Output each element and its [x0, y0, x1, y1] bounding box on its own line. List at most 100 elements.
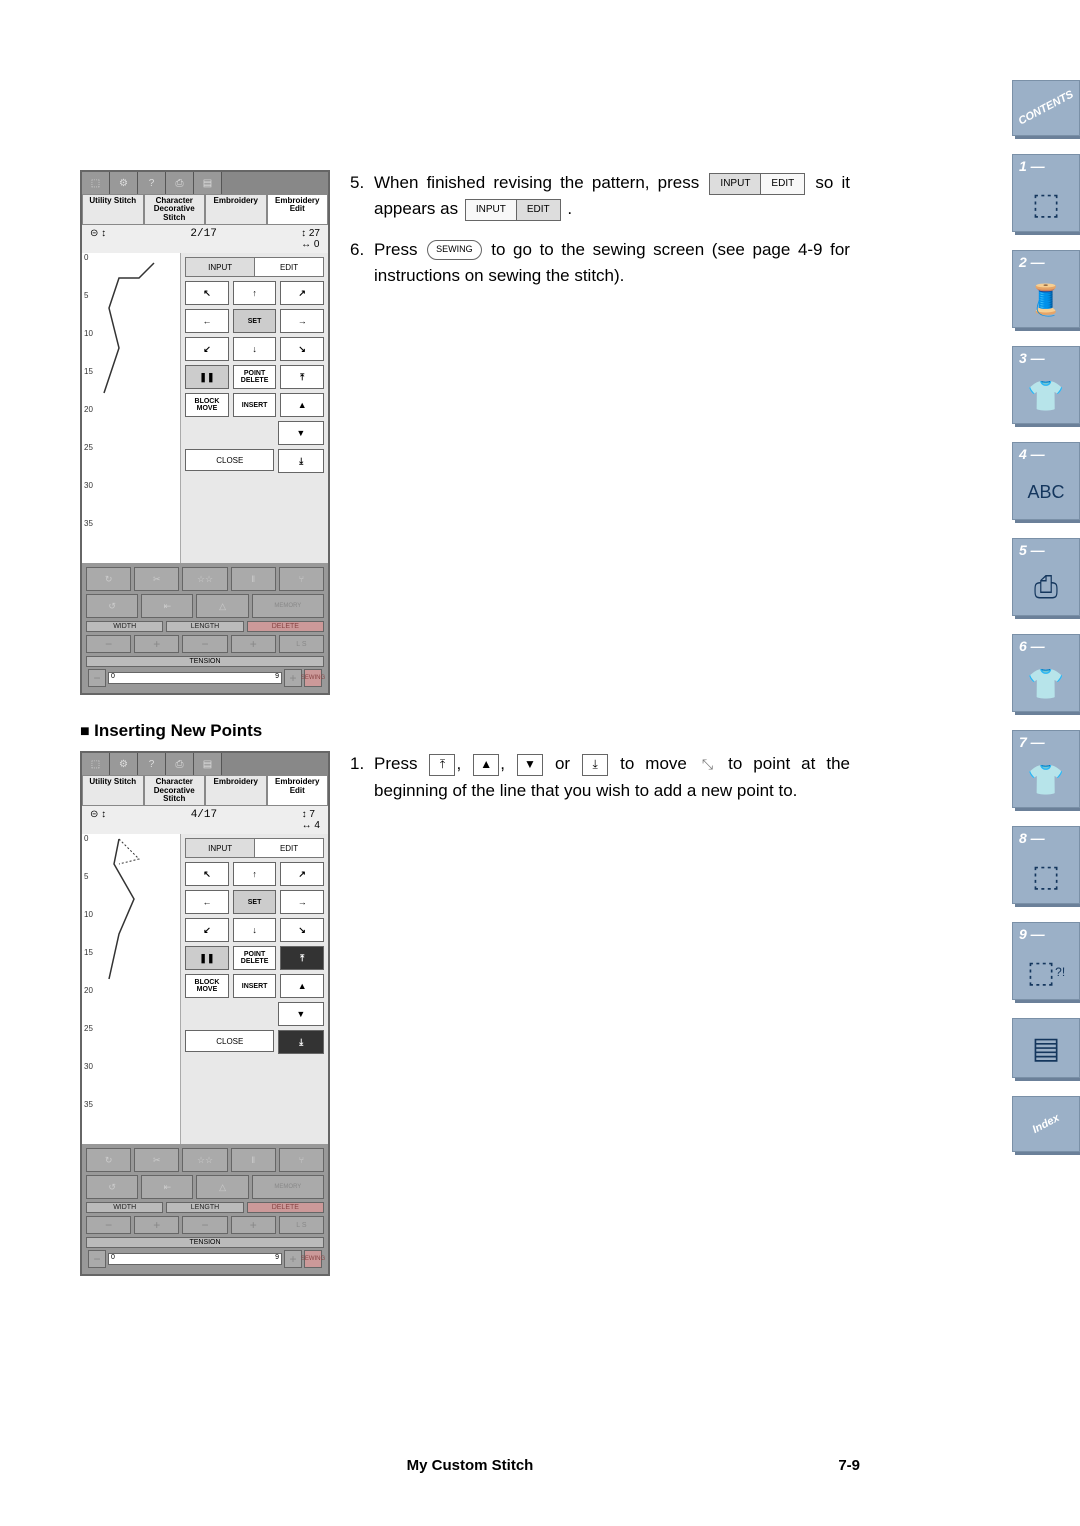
dir-btn: ↗	[280, 862, 324, 886]
width-label: WIDTH	[86, 1202, 163, 1213]
lcd-top-icon: ▤	[194, 172, 222, 194]
length-label: LENGTH	[166, 1202, 243, 1213]
bot-btn: ⤓	[278, 449, 324, 473]
up-btn: ▲	[280, 393, 324, 417]
input-edit-toggle: INPUTEDIT	[185, 257, 324, 277]
lower-cell: ⑂	[279, 567, 324, 591]
sewing-label: SEWING	[304, 669, 322, 687]
lcd-top-icon: ⎙	[166, 172, 194, 194]
dir-bot-icon: ⤓	[582, 754, 608, 776]
lcd-top-icon: ?	[138, 172, 166, 194]
dir-btn: ↙	[185, 918, 229, 942]
minus-btn: −	[88, 1250, 106, 1268]
top-btn: ⤒	[280, 946, 324, 970]
lower-cell: ⇤	[141, 594, 193, 618]
contents-tab[interactable]: CONTENTS	[1012, 80, 1080, 136]
lcd-screenshot-2: ⬚ ⚙ ? ⎙ ▤ Utility Stitch Character Decor…	[80, 751, 330, 1276]
memory-cell: MEMORY	[252, 1175, 324, 1199]
lower-cell: ↻	[86, 1148, 131, 1172]
dir-btn: →	[280, 890, 324, 914]
chapter-tab-6[interactable]: 6 — 👕	[1012, 634, 1080, 712]
pause-icon: ❚❚	[185, 365, 229, 389]
minus-btn: −	[182, 1216, 227, 1234]
status-vals: ↕ 7↔ 4	[302, 809, 320, 831]
status-icon: ⊝ ↕	[90, 228, 106, 250]
close-btn: CLOSE	[185, 1030, 274, 1052]
delete-label: DELETE	[247, 1202, 324, 1213]
plus-btn: +	[231, 1216, 276, 1234]
machine-settings-icon: ⬚	[1013, 849, 1079, 903]
status-frac: 2/17	[190, 228, 216, 250]
block-move-btn: BLOCK MOVE	[185, 393, 229, 417]
chapter-tab-2[interactable]: 2 — 🧵	[1012, 250, 1080, 328]
lower-cell: ✂	[134, 1148, 179, 1172]
shirt-edit-icon: 👕	[1013, 657, 1079, 711]
dir-down-icon: ▼	[517, 754, 543, 776]
lower-cell: ↻	[86, 567, 131, 591]
chapter-tab-7[interactable]: 7 — 👕	[1012, 730, 1080, 808]
input-edit-toggle: INPUTEDIT	[185, 838, 324, 858]
set-btn: SET	[233, 890, 277, 914]
tension-label: TENSION	[86, 656, 324, 667]
section-title: Inserting New Points	[80, 721, 860, 741]
plus-btn: +	[284, 669, 302, 687]
minus-btn: −	[86, 1216, 131, 1234]
footer-title: My Custom Stitch	[407, 1457, 534, 1474]
status-vals: ↕ 27↔ 0	[301, 228, 320, 250]
insert-btn: INSERT	[233, 974, 277, 998]
down-btn: ▼	[278, 421, 324, 445]
lcd-tab: Utility Stitch	[82, 194, 144, 225]
pointer-icon: ⤡	[702, 754, 713, 776]
lcd-screenshot-1: ⬚ ⚙ ? ⎙ ▤ Utility Stitch Character Decor…	[80, 170, 330, 695]
chapter-tab-4[interactable]: 4 — ABC	[1012, 442, 1080, 520]
lcd-top-icon: ⚙	[110, 172, 138, 194]
lower-cell: ↺	[86, 594, 138, 618]
lower-cell: ↺	[86, 1175, 138, 1199]
page-number: 7-9	[838, 1457, 860, 1474]
stitch-grid: 0 5 10 15 20 25 30 35	[82, 253, 181, 563]
insert-btn: INSERT	[233, 393, 277, 417]
lcd-top-icon: ⚙	[110, 753, 138, 775]
minus-btn: −	[88, 669, 106, 687]
dir-top-icon: ⤒	[429, 754, 455, 776]
dir-btn: ↑	[233, 862, 277, 886]
lower-cell: ☆☆	[182, 1148, 227, 1172]
dir-btn: ↖	[185, 281, 229, 305]
chapter-tab-8[interactable]: 8 — ⬚	[1012, 826, 1080, 904]
dir-btn: ↗	[280, 281, 324, 305]
shirt-icon: 👕	[1013, 369, 1079, 423]
chapter-tab-1[interactable]: 1 — ⬚	[1012, 154, 1080, 232]
frame-icon: ⎙	[1013, 561, 1079, 615]
memory-cell: MEMORY	[252, 594, 324, 618]
status-frac: 4/17	[191, 809, 217, 831]
plus-btn: +	[284, 1250, 302, 1268]
dir-btn: ←	[185, 890, 229, 914]
bot-btn: ⤓	[278, 1030, 324, 1054]
tension-slider: 09	[108, 1253, 282, 1265]
chapter-tab-5[interactable]: 5 — ⎙	[1012, 538, 1080, 616]
bobbin-icon: 🧵	[1013, 273, 1079, 327]
stitch-path	[94, 253, 174, 533]
dir-btn: ↖	[185, 862, 229, 886]
dir-btn: →	[280, 309, 324, 333]
chapter-tab-9[interactable]: 9 — ⬚?!	[1012, 922, 1080, 1000]
top-btn: ⤒	[280, 365, 324, 389]
appendix-tab[interactable]: ▤	[1012, 1018, 1080, 1078]
lcd-top-icon: ⎙	[166, 753, 194, 775]
step-text: When finished revising the pattern, pres…	[374, 170, 850, 223]
step-number: 1.	[350, 751, 374, 804]
chapter-tab-3[interactable]: 3 — 👕	[1012, 346, 1080, 424]
lower-cell: ‖	[231, 567, 276, 591]
down-btn: ▼	[278, 1002, 324, 1026]
abc-icon: ABC	[1013, 465, 1079, 519]
length-label: LENGTH	[166, 621, 243, 632]
up-btn: ▲	[280, 974, 324, 998]
point-delete-btn: POINT DELETE	[233, 946, 277, 970]
index-tab[interactable]: Index	[1012, 1096, 1080, 1152]
dir-btn: ↑	[233, 281, 277, 305]
lcd-tab: Embroidery	[205, 194, 267, 225]
step-text: Press ⤒, ▲, ▼ or ⤓ to move ⤡ to point at…	[374, 751, 850, 804]
minus-btn: −	[182, 635, 227, 653]
lower-cell: △	[196, 1175, 248, 1199]
step-text: Press SEWING to go to the sewing screen …	[374, 237, 850, 290]
